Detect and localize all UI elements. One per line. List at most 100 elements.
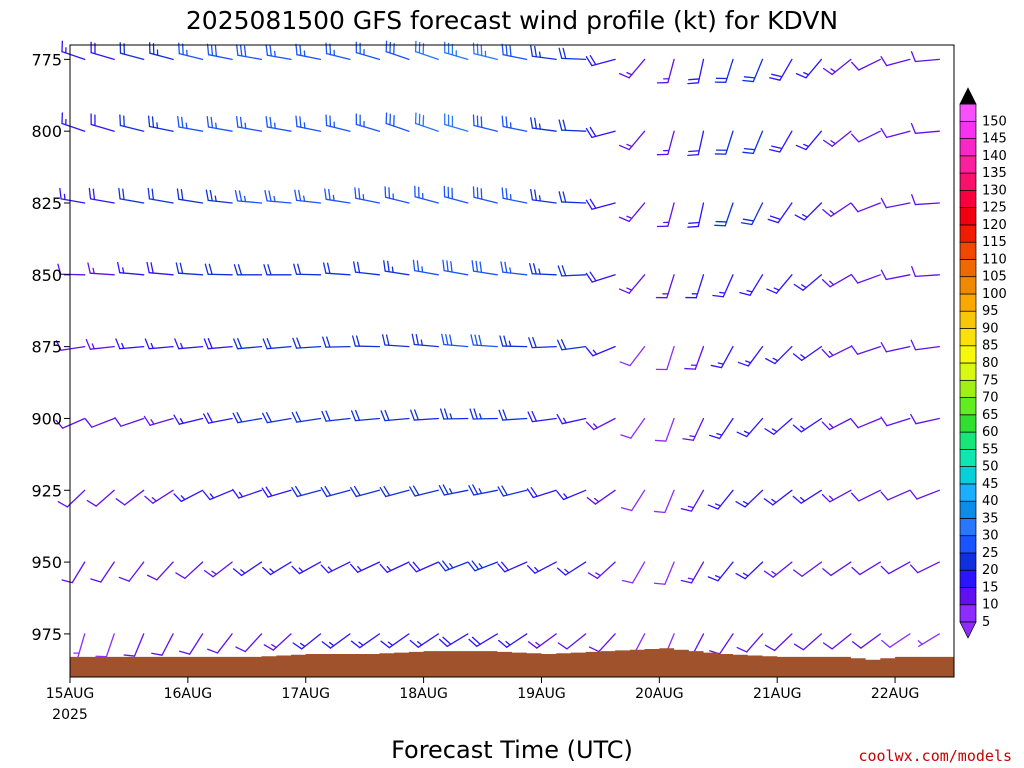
wind-barb — [175, 262, 204, 276]
barb-flag — [530, 117, 534, 129]
barb-flag — [688, 78, 700, 81]
barb-half-flag — [479, 413, 482, 420]
barb-flag — [207, 648, 219, 654]
barb-flag — [412, 561, 421, 571]
barb-flag — [534, 189, 538, 202]
wind-barb — [384, 186, 410, 204]
barb-flag — [715, 220, 728, 223]
wind-barb — [585, 417, 616, 431]
colorbar-label: 55 — [982, 442, 999, 457]
barb-flag — [265, 411, 272, 423]
barb-flag — [585, 421, 595, 431]
barb-flag — [656, 153, 669, 156]
barb-staff — [773, 633, 793, 652]
wind-barb — [880, 416, 911, 427]
barb-flag — [562, 119, 567, 131]
barb-half-flag — [363, 120, 365, 128]
barb-flag — [179, 262, 184, 275]
barb-flag — [321, 641, 332, 649]
wind-barb — [850, 345, 881, 355]
barb-flag — [263, 264, 268, 276]
barb-flag — [505, 188, 508, 200]
barb-half-flag — [386, 566, 392, 572]
barb-staff — [885, 130, 911, 139]
wind-barb — [379, 485, 410, 498]
barb-half-flag — [917, 640, 923, 645]
barb-flag — [530, 487, 538, 497]
wind-barb — [294, 189, 322, 204]
barb-flag — [326, 262, 331, 275]
wind-barb — [793, 274, 823, 291]
colorbar-swatch — [959, 328, 977, 347]
wind-barb — [910, 413, 940, 425]
barb-flag — [475, 260, 479, 273]
wind-barbs — [55, 40, 940, 658]
barb-flag — [209, 189, 213, 202]
wind-barb — [84, 417, 115, 428]
colorbar-swatch — [959, 379, 977, 398]
barb-half-flag — [626, 287, 633, 291]
barb-half-flag — [269, 568, 275, 574]
barb-flag — [910, 122, 917, 134]
wind-barb — [618, 202, 646, 223]
wind-barb — [234, 190, 263, 204]
wind-barb — [264, 190, 292, 204]
barb-flag — [422, 43, 425, 55]
barb-flag — [207, 337, 213, 349]
barb-flag — [176, 188, 180, 200]
barb-flag — [350, 486, 357, 498]
wind-barb — [621, 489, 646, 512]
wind-barb — [117, 261, 145, 276]
barb-staff — [631, 489, 646, 512]
barb-half-flag — [484, 50, 487, 58]
barb-flag — [232, 488, 240, 499]
barb-half-flag — [687, 505, 695, 509]
barb-flag — [55, 340, 62, 351]
wind-barb — [585, 345, 616, 357]
colorbar-swatch — [959, 397, 977, 416]
barb-flag — [585, 199, 593, 210]
barb-flag — [210, 116, 214, 129]
barb-flag — [562, 47, 567, 60]
barb-flag — [294, 189, 298, 202]
wind-barb — [558, 191, 587, 204]
wind-barb — [909, 489, 940, 500]
barb-half-flag — [478, 563, 484, 569]
barb-half-flag — [538, 51, 541, 58]
barb-flag — [558, 191, 563, 203]
colorbar-swatch — [959, 224, 977, 243]
barb-half-flag — [150, 419, 155, 425]
wind-barb — [653, 561, 675, 585]
barb-flag — [410, 409, 416, 421]
barb-flag — [534, 117, 538, 130]
barb-flag — [910, 51, 917, 63]
colorbar-swatch — [959, 276, 977, 295]
x-tick-label: 19AUG — [517, 686, 566, 702]
barb-staff — [184, 561, 204, 579]
barb-flag — [203, 413, 210, 424]
y-tick-label: 800 — [31, 122, 62, 141]
barb-flag — [793, 643, 804, 651]
barb-flag — [792, 495, 802, 504]
barb-flag — [449, 334, 453, 346]
barb-flag — [586, 496, 597, 505]
wind-barb — [115, 489, 145, 506]
wind-barb — [144, 338, 174, 350]
barb-flag — [144, 338, 150, 350]
wind-barb — [792, 345, 823, 362]
wind-barb — [822, 561, 852, 577]
terrain-fill — [70, 648, 954, 677]
barb-flag — [618, 288, 630, 294]
barb-flag — [501, 187, 504, 199]
barb-staff — [120, 417, 145, 427]
barb-flag — [684, 367, 696, 370]
y-tick-label: 925 — [31, 481, 62, 500]
wind-barb — [767, 202, 793, 224]
wind-barb — [910, 339, 940, 351]
wind-barb — [383, 260, 410, 276]
barb-staff — [886, 417, 911, 427]
wind-barb — [585, 126, 616, 139]
wind-barb — [177, 116, 204, 132]
barb-staff — [830, 561, 852, 577]
